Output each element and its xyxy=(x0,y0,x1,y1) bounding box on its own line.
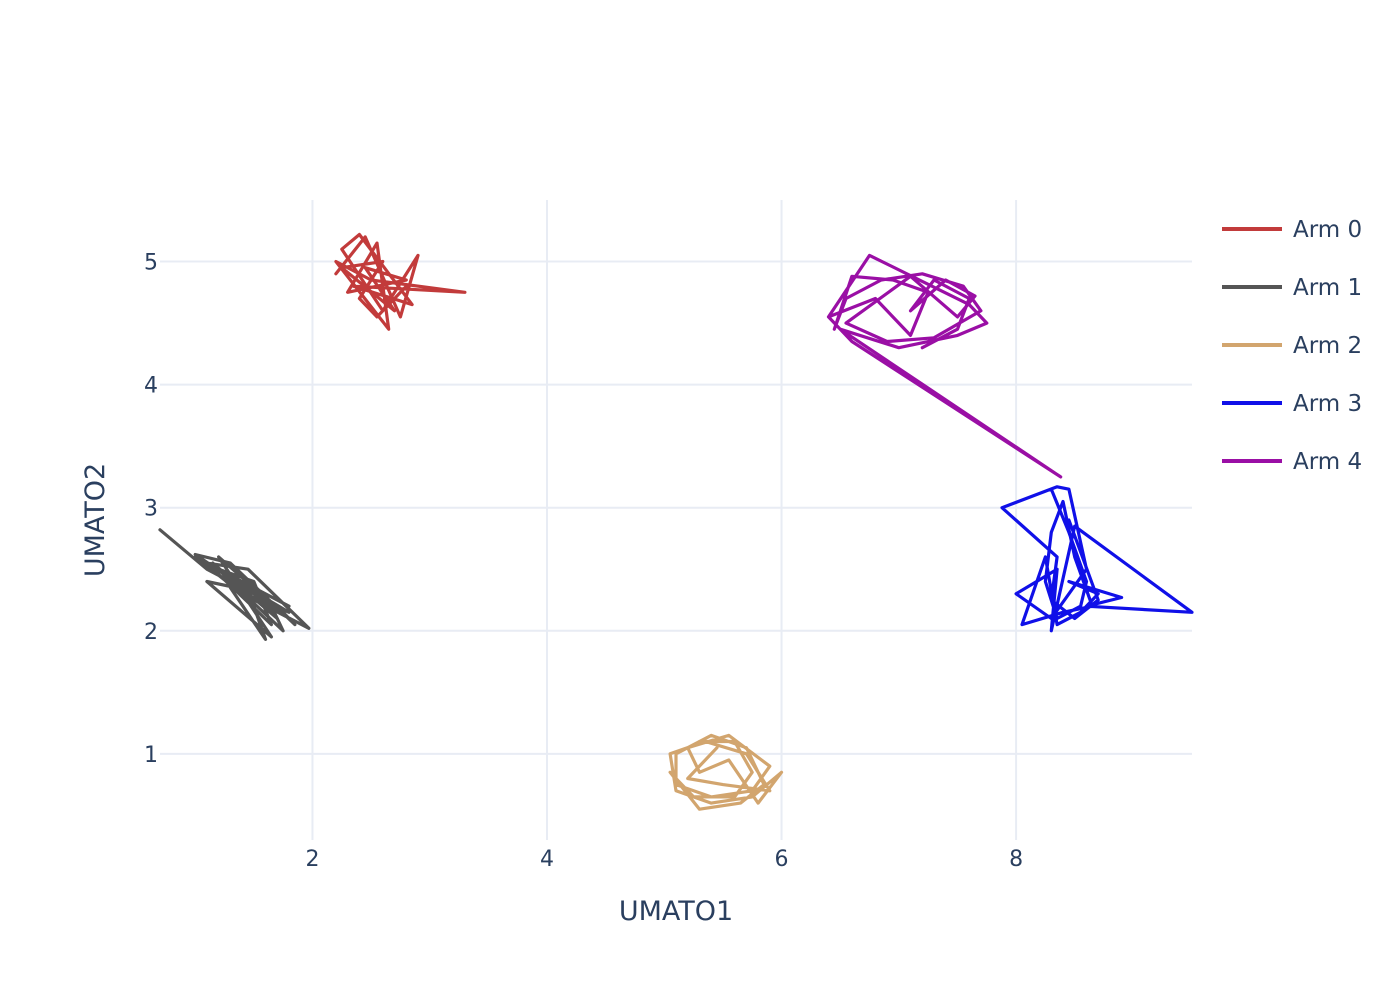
plot-traces xyxy=(158,232,1194,811)
series-line-arm-2 xyxy=(668,733,784,811)
y-gridlines xyxy=(160,260,1192,755)
legend-item-arm-2[interactable]: Arm 2 xyxy=(1222,333,1362,359)
x-gridlines xyxy=(311,200,1018,840)
x-tick-labels: 2 4 6 8 xyxy=(305,847,1023,872)
y-tick-label: 4 xyxy=(144,374,158,399)
x-axis-title: UMATO1 xyxy=(619,896,733,927)
legend: Arm 0 Arm 1 Arm 2 Arm 3 Arm 4 xyxy=(1222,217,1362,475)
legend-item-arm-4[interactable]: Arm 4 xyxy=(1222,449,1362,475)
legend-label: Arm 3 xyxy=(1293,391,1362,417)
x-tick-label: 2 xyxy=(305,847,319,872)
x-tick-label: 6 xyxy=(775,847,789,872)
series-line-arm-4 xyxy=(826,253,1063,479)
legend-label: Arm 4 xyxy=(1293,449,1362,475)
legend-label: Arm 1 xyxy=(1293,275,1362,301)
legend-item-arm-0[interactable]: Arm 0 xyxy=(1222,217,1362,243)
y-tick-label: 5 xyxy=(144,251,158,276)
legend-item-arm-1[interactable]: Arm 1 xyxy=(1222,275,1362,301)
series-line-arm-0 xyxy=(334,232,467,331)
y-tick-labels: 1 2 3 4 5 xyxy=(144,251,158,768)
series-line-arm-3 xyxy=(1000,485,1194,633)
y-tick-label: 1 xyxy=(144,743,158,768)
legend-label: Arm 0 xyxy=(1293,217,1362,243)
legend-label: Arm 2 xyxy=(1293,333,1362,359)
x-tick-label: 4 xyxy=(540,847,554,872)
y-tick-label: 2 xyxy=(144,620,158,645)
legend-item-arm-3[interactable]: Arm 3 xyxy=(1222,391,1362,417)
y-axis-title: UMATO2 xyxy=(80,463,111,577)
series-line-arm-1 xyxy=(158,528,311,641)
y-tick-label: 3 xyxy=(144,497,158,522)
x-tick-label: 8 xyxy=(1009,847,1023,872)
